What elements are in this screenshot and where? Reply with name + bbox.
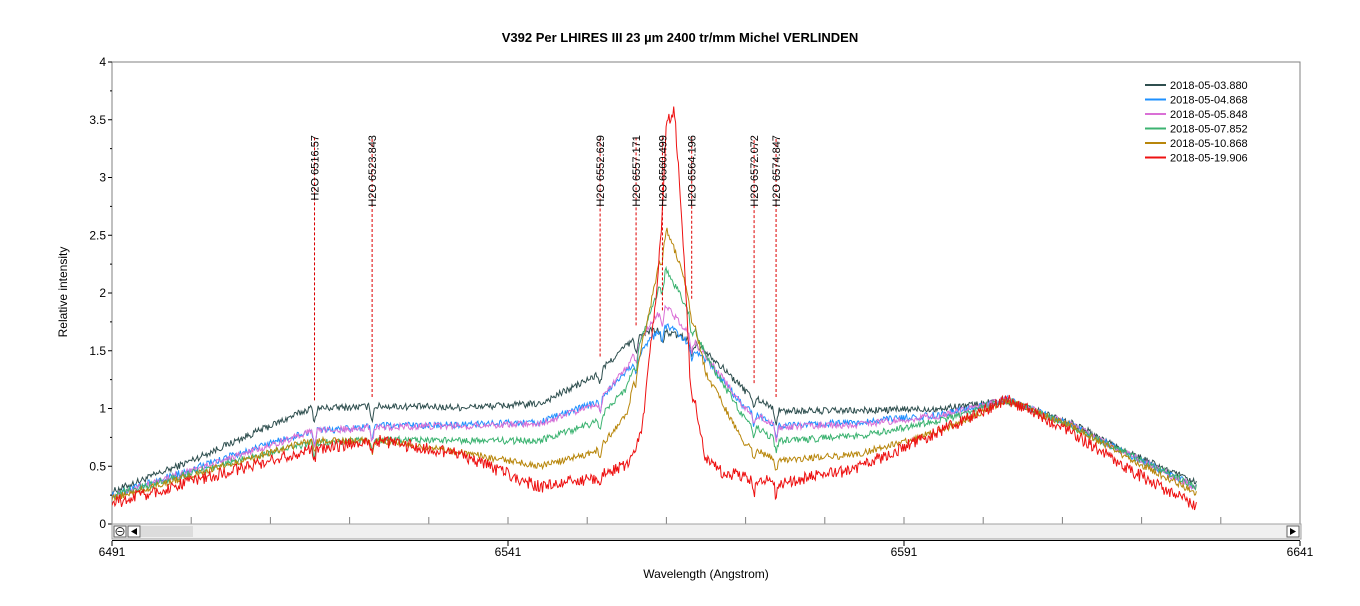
- y-tick-label: 1.5: [89, 344, 106, 358]
- annotation-label: H2O 6552.629: [595, 135, 607, 207]
- y-tick-label: 3: [99, 171, 106, 185]
- annotation-label: H2O 6523.843: [367, 135, 379, 207]
- horizontal-scrollbar[interactable]: [111, 523, 1302, 540]
- legend-label: 2018-05-03.880: [1170, 80, 1248, 92]
- y-axis-label: Relative intensity: [56, 247, 70, 338]
- y-tick-label: 0: [99, 517, 106, 531]
- x-tick-label: 6541: [495, 545, 522, 559]
- legend-label: 2018-05-05.848: [1170, 109, 1248, 121]
- annotation-label: H2O 6572.072: [749, 135, 761, 207]
- scrollbar-track[interactable]: [111, 523, 1302, 540]
- legend-label: 2018-05-07.852: [1170, 124, 1248, 136]
- y-tick-label: 2: [99, 286, 106, 300]
- x-tick-label: 6591: [891, 545, 918, 559]
- annotation-label: H2O 6564.196: [687, 135, 699, 207]
- annotation-label: H2O 6557.171: [631, 135, 643, 207]
- y-tick-label: 1: [99, 402, 106, 416]
- x-axis: 6491 6541 6591 6641: [99, 517, 1314, 559]
- annotation-label: H2O 6560.499: [657, 135, 669, 207]
- annotation-label: H2O 6516.57: [310, 135, 322, 200]
- y-axis: 0 0.5 1 1.5 2 2.5 3 3.5 4: [89, 55, 112, 531]
- annotation-layer: H2O 6516.57 H2O 6523.843 H2O 6552.629 H2O 6…: [310, 135, 783, 401]
- x-axis-label: Wavelength (Angstrom): [643, 567, 769, 581]
- series-layer: [112, 106, 1197, 511]
- legend-label: 2018-05-10.868: [1170, 138, 1248, 150]
- annotation-label: H2O 6574.847: [771, 135, 783, 207]
- legend-label: 2018-05-04.868: [1170, 95, 1248, 107]
- series-line-5: [112, 106, 1197, 511]
- y-tick-label: 2.5: [89, 228, 106, 242]
- x-tick-label: 6641: [1287, 545, 1314, 559]
- y-tick-label: 4: [99, 55, 106, 69]
- plot-area: [111, 61, 1301, 525]
- plot-frame: [111, 61, 1301, 525]
- scrollbar-thumb[interactable]: [141, 526, 193, 537]
- y-tick-label: 3.5: [89, 113, 106, 127]
- right-arrow-icon: [1290, 528, 1296, 535]
- zoom-out-icon: [115, 527, 125, 536]
- x-tick-label: 6491: [99, 545, 126, 559]
- legend-label: 2018-05-19.906: [1170, 153, 1248, 165]
- left-arrow-icon: [131, 528, 137, 535]
- chart-title: V392 Per LHIRES III 23 µm 2400 tr/mm Mic…: [502, 30, 858, 45]
- y-tick-label: 0.5: [89, 459, 106, 473]
- legend: 2018-05-03.880 2018-05-04.868 2018-05-05.8…: [1145, 80, 1248, 165]
